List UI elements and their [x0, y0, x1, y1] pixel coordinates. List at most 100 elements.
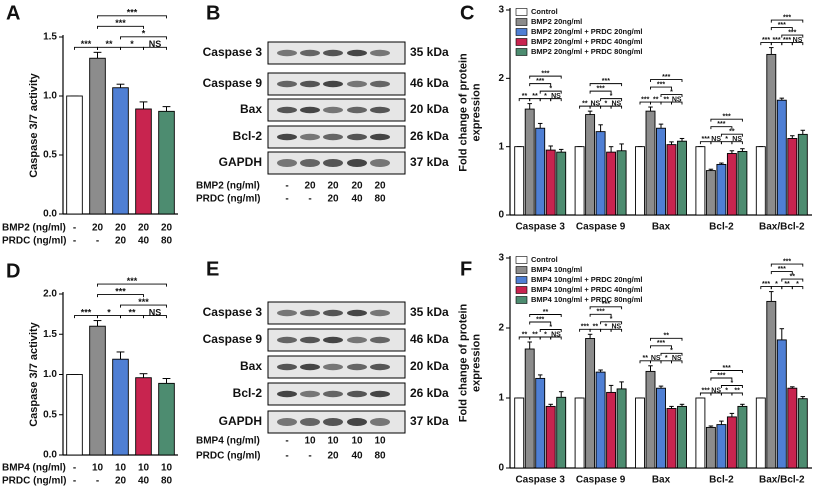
bar — [695, 146, 706, 216]
blot-band — [370, 336, 390, 344]
significance-label: ** — [729, 129, 735, 136]
significance-label: NS — [149, 39, 162, 49]
blot-band — [300, 106, 320, 114]
bar — [545, 149, 556, 216]
blot-band — [323, 133, 343, 141]
x-tick-label: Bax — [652, 475, 671, 486]
legend-label: BMP2 20ng/ml + PRDC 80ng/ml — [531, 47, 643, 56]
significance-label: NS — [672, 96, 682, 103]
significance-label: *** — [597, 85, 605, 92]
size-label: 20 kDa — [410, 359, 449, 373]
blot-band — [370, 80, 390, 88]
bar — [585, 338, 596, 469]
significance-label: *** — [602, 78, 610, 85]
significance-label: *** — [702, 387, 710, 394]
y-tick-label: 2 — [498, 73, 504, 84]
bar — [158, 110, 175, 215]
significance-label: *** — [81, 307, 92, 317]
significance-label: *** — [783, 258, 791, 265]
x-tick-label: Bax/Bcl-2 — [759, 475, 805, 486]
significance-label: *** — [127, 276, 138, 286]
legend-label: Control — [531, 7, 558, 16]
protein-label: Caspase 9 — [203, 332, 263, 346]
significance-bracket — [97, 25, 144, 29]
blot-band — [300, 133, 320, 141]
significance-bracket — [97, 294, 144, 298]
protein-label: GAPDH — [219, 414, 262, 428]
x-row-label: - — [96, 236, 99, 247]
significance-label: * — [549, 324, 552, 331]
bar — [645, 110, 656, 216]
significance-label: NS — [611, 324, 621, 331]
legend-swatch — [515, 276, 528, 284]
significance-label: ** — [734, 387, 740, 394]
bar — [797, 133, 808, 216]
significance-bracket — [600, 321, 623, 325]
significance-label: *** — [115, 286, 126, 296]
x-row-label: - — [285, 194, 288, 205]
significance-label: * — [731, 380, 734, 387]
x-row-name: BMP4 (ng/ml) — [2, 463, 66, 474]
x-row-label: - — [73, 223, 76, 234]
x-row-label: 10 — [327, 436, 339, 447]
y-tick-label: 1 — [498, 141, 504, 152]
x-row-label: 20 — [115, 223, 127, 234]
bar — [616, 388, 627, 469]
significance-label: *** — [762, 281, 770, 288]
significance-bracket — [610, 328, 623, 332]
significance-label: *** — [581, 324, 589, 331]
legend-swatch — [515, 266, 528, 274]
x-row-label: 20 — [327, 194, 339, 205]
blot-band — [323, 159, 343, 167]
protein-label: Bcl-2 — [233, 129, 263, 143]
blot-band — [300, 390, 320, 398]
significance-label: *** — [702, 136, 710, 143]
y-tick-label: 0.0 — [43, 209, 57, 220]
blot-band — [347, 390, 367, 398]
significance-bracket — [120, 304, 167, 308]
panel-label: C — [460, 2, 474, 24]
significance-label: *** — [662, 74, 670, 81]
bar — [766, 53, 777, 216]
y-tick-label: 1.5 — [43, 32, 57, 43]
bar — [695, 397, 706, 469]
significance-bracket — [589, 83, 623, 87]
significance-bracket — [791, 286, 804, 290]
bar — [766, 300, 777, 469]
x-row-label: - — [285, 181, 288, 192]
significance-bracket — [671, 101, 683, 105]
bar — [726, 416, 737, 469]
bar — [787, 138, 798, 216]
legend-label: BMP2 20ng/ml — [531, 17, 582, 26]
legend-swatch — [515, 8, 528, 16]
blot-band — [277, 49, 297, 57]
bar — [89, 57, 106, 215]
x-tick-label: Caspase 3 — [515, 475, 565, 486]
bar — [797, 398, 808, 469]
bar — [574, 397, 585, 469]
significance-label: * — [775, 281, 778, 288]
significance-label: *** — [138, 297, 149, 307]
bar — [514, 397, 525, 469]
size-label: 26 kDa — [410, 129, 449, 143]
significance-label: ** — [582, 100, 588, 107]
x-row-label: 10 — [161, 463, 173, 474]
blot-band — [300, 309, 320, 317]
significance-bracket — [781, 34, 804, 38]
x-row-label: 10 — [92, 463, 104, 474]
x-row-name: BMP4 (ng/ml) — [196, 436, 260, 447]
bar — [556, 396, 567, 469]
blot-band — [323, 309, 343, 317]
y-axis-label: Caspase 3/7 activity — [28, 72, 40, 177]
y-tick-label: 0.0 — [43, 450, 57, 461]
significance-label: * — [544, 331, 547, 338]
size-label: 46 kDa — [410, 76, 449, 90]
significance-label: * — [670, 89, 673, 96]
x-row-name: PRDC (ng/ml) — [196, 451, 260, 462]
blot-band — [347, 49, 367, 57]
significance-bracket — [589, 306, 623, 310]
blot-band — [370, 106, 390, 114]
significance-bracket — [660, 94, 683, 98]
significance-bracket — [671, 360, 683, 364]
y-tick-label: 1.0 — [43, 91, 57, 102]
